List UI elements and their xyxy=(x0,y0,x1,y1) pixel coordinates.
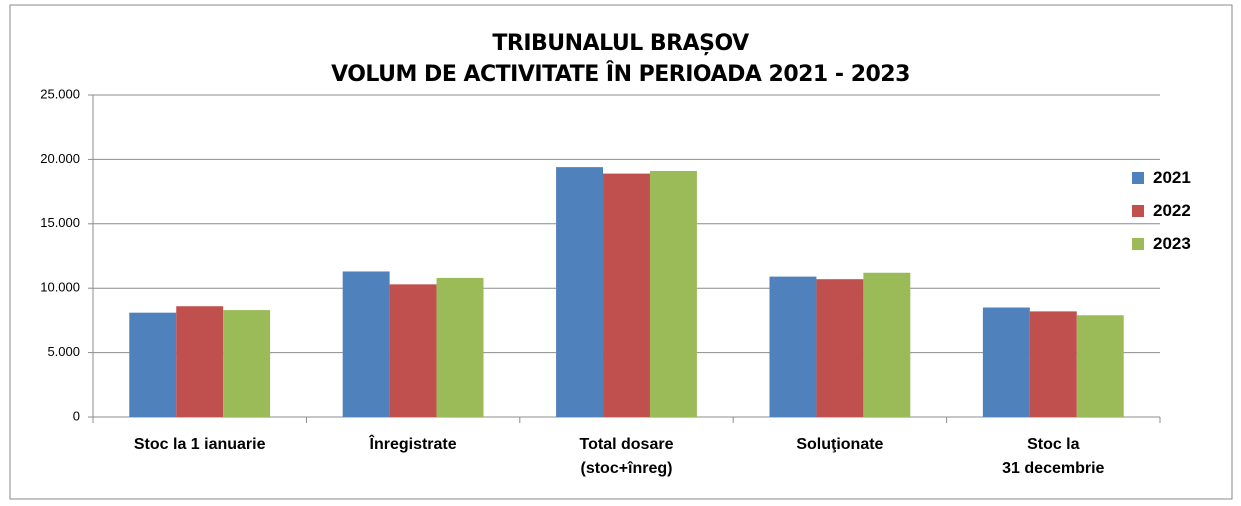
legend-swatch xyxy=(1132,172,1144,184)
x-tick-label: Soluţionate xyxy=(796,436,884,453)
bar xyxy=(649,170,697,417)
bar xyxy=(982,307,1030,417)
x-tick-label: Stoc la 1 ianuarie xyxy=(133,436,266,453)
bar xyxy=(603,173,650,417)
y-tick-label: 15.000 xyxy=(40,215,80,230)
bar xyxy=(223,310,271,417)
bar xyxy=(129,312,177,417)
bar xyxy=(436,277,484,417)
x-tick-label: Total dosare (stoc+înreg) xyxy=(579,436,674,477)
bar xyxy=(1029,311,1077,417)
frame xyxy=(9,4,1233,500)
y-tick-label: 0 xyxy=(73,408,80,423)
bar xyxy=(556,167,604,417)
legend-label: 2022 xyxy=(1153,201,1191,220)
y-tick-label: 10.000 xyxy=(40,280,80,295)
legend-swatch xyxy=(1132,205,1144,217)
bar xyxy=(863,272,911,417)
y-tick-label: 5.000 xyxy=(47,344,80,359)
bar xyxy=(176,306,224,417)
bar xyxy=(769,276,817,417)
chart-title: TRIBUNALUL BRAȘOV VOLUM DE ACTIVITATE ÎN… xyxy=(331,31,910,87)
x-tick-label: Înregistrate xyxy=(369,436,457,453)
bar xyxy=(389,284,437,417)
legend-label: 2023 xyxy=(1153,234,1191,253)
y-tick-label: 20.000 xyxy=(40,151,80,166)
legend-swatch xyxy=(1132,238,1144,250)
bar xyxy=(816,279,864,417)
x-tick-label: Stoc la 31 decembrie xyxy=(1002,436,1105,477)
legend-label: 2021 xyxy=(1153,168,1191,187)
y-tick-label: 25.000 xyxy=(40,86,80,101)
bar xyxy=(342,271,390,417)
bar xyxy=(1076,315,1124,417)
